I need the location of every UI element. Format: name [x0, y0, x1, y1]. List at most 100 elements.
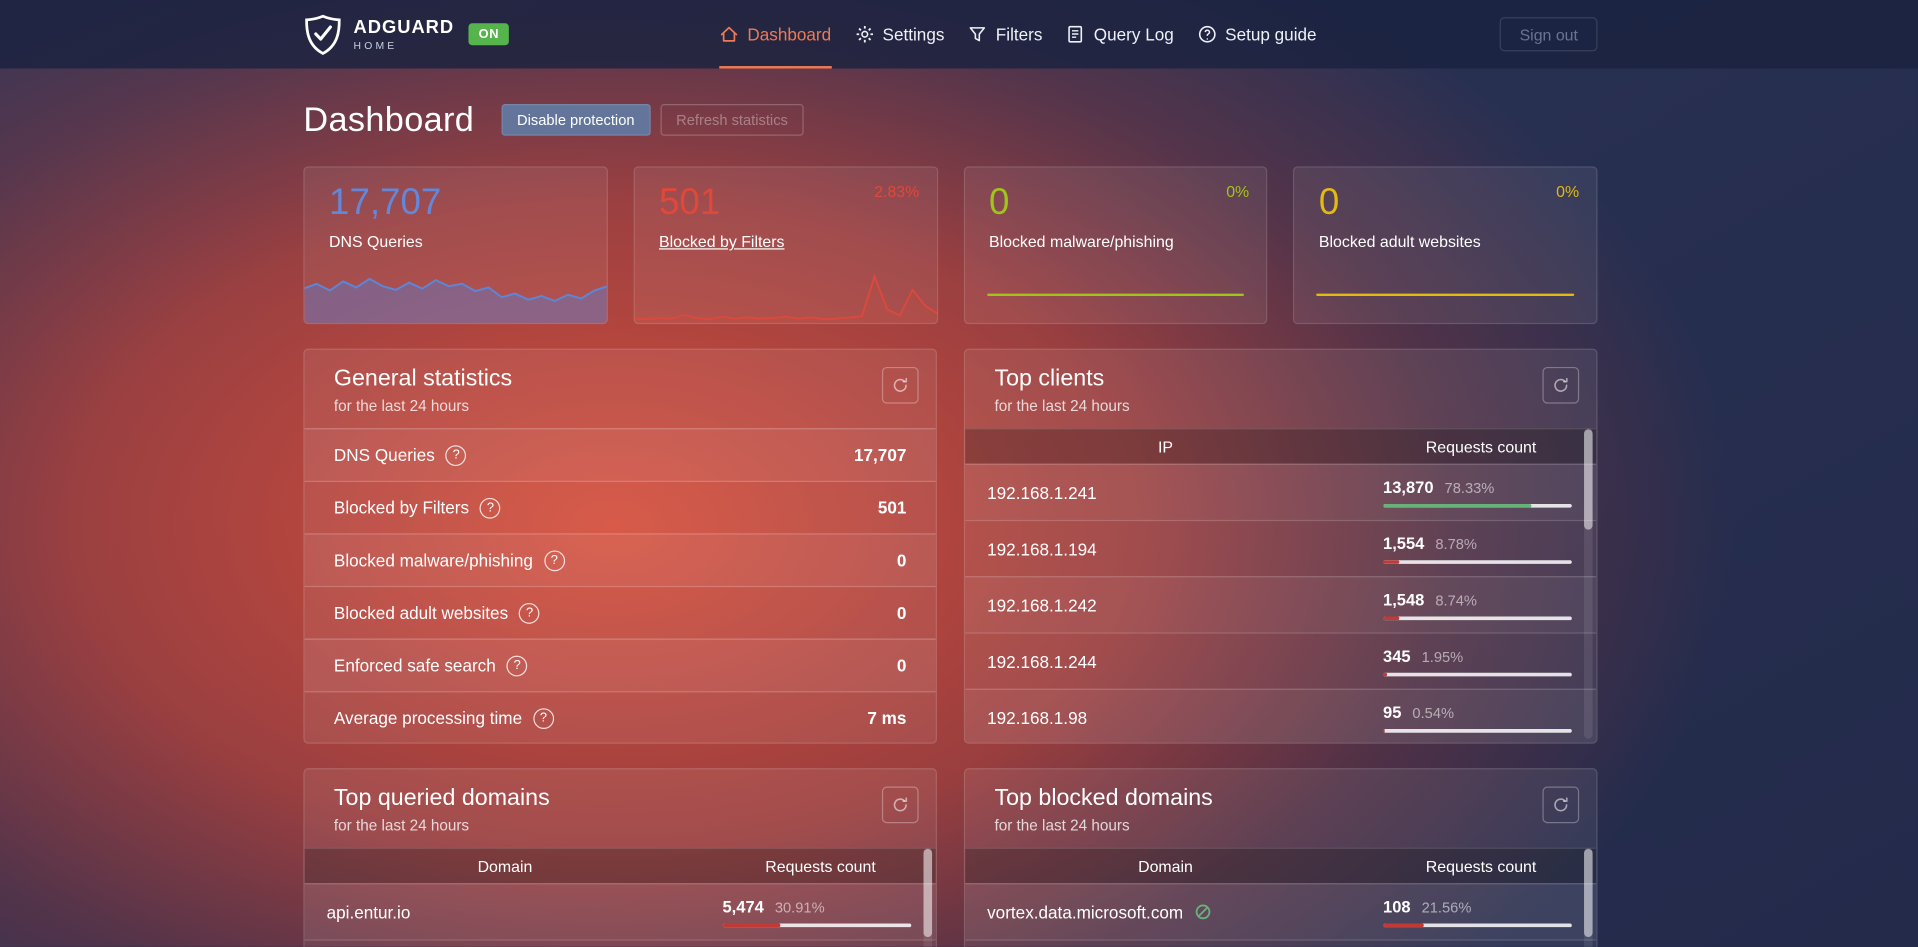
requests-percent: 30.91% — [774, 898, 825, 916]
refresh-panel-button[interactable] — [1542, 366, 1580, 404]
general-statistics-panel: General statistics for the last 24 hours… — [303, 348, 937, 744]
table-row: 192.168.1.242 1,548 8.74% — [965, 576, 1597, 633]
stat-value: 501 — [658, 182, 721, 223]
stat-row-label: Average processing time — [333, 708, 523, 728]
stat-cards-row: 17,707 DNS Queries 501 Blocked by Filters 2.… — [303, 166, 1598, 325]
sync-icon — [893, 797, 908, 812]
client-ip[interactable]: 192.168.1.244 — [987, 651, 1097, 671]
nav-item-dashboard[interactable]: Dashboard — [719, 0, 832, 69]
help-icon[interactable]: ? — [543, 549, 565, 571]
nav-item-filters[interactable]: Filters — [968, 0, 1042, 68]
nav-item-settings[interactable]: Settings — [854, 0, 944, 68]
table-scrollbar[interactable] — [1584, 847, 1593, 947]
table-row: 192.168.1.241 13,870 78.33% — [965, 463, 1597, 520]
refresh-panel-button[interactable] — [881, 786, 919, 824]
refresh-statistics-button[interactable]: Refresh statistics — [660, 103, 804, 136]
sync-icon — [1554, 797, 1568, 812]
table-scrollbar[interactable] — [923, 847, 933, 947]
requests-bar — [1383, 559, 1572, 564]
domain-name[interactable]: api.entur.io — [326, 902, 411, 922]
top-queried-domains-table: api.entur.io 5,474 30.91% — [304, 883, 936, 947]
help-icon[interactable]: ? — [480, 497, 501, 519]
brand-logo[interactable]: ADGUARD HOME ON — [303, 0, 509, 68]
protection-on-badge: ON — [468, 23, 509, 46]
column-header: Requests count — [1425, 856, 1537, 876]
dashboard-content: Dashboard Disable protection Refresh sta… — [303, 100, 1598, 947]
requests-percent: 21.56% — [1421, 898, 1472, 916]
column-header: Requests count — [1425, 437, 1537, 456]
requests-count: 5,474 — [722, 897, 764, 916]
requests-count: 13,870 — [1383, 477, 1434, 497]
requests-percent: 1.95% — [1421, 647, 1464, 665]
top-blocked-domains-panel: Top blocked domains for the last 24 hour… — [963, 768, 1598, 947]
requests-bar — [1383, 615, 1572, 620]
sync-icon — [893, 377, 908, 392]
domain-name[interactable]: vortex.data.microsoft.com — [987, 902, 1184, 922]
refresh-panel-button[interactable] — [881, 366, 919, 404]
table-row — [304, 939, 936, 946]
column-header: Domain — [477, 856, 533, 876]
stat-row-average-processing-time: Average processing time? 7 ms — [304, 691, 936, 742]
requests-percent: 78.33% — [1444, 478, 1495, 497]
panels-row-middle: General statistics for the last 24 hours… — [303, 348, 1598, 744]
client-ip[interactable]: 192.168.1.241 — [987, 482, 1097, 503]
adguard-shield-icon — [303, 13, 342, 56]
scrollbar-thumb[interactable] — [1584, 848, 1593, 937]
table-row: 192.168.1.194 1,554 8.78% — [965, 519, 1597, 576]
sign-out-button[interactable]: Sign out — [1500, 17, 1598, 52]
panel-title: Top queried domains — [333, 785, 550, 811]
blocked-adult-websites-line — [1316, 293, 1575, 297]
sync-icon — [1554, 377, 1568, 392]
top-queried-domains-panel: Top queried domains for the last 24 hour… — [303, 768, 937, 947]
funnel-icon — [968, 24, 988, 44]
nav-item-setup-guide[interactable]: Setup guide — [1197, 0, 1317, 68]
disable-protection-button[interactable]: Disable protection — [501, 103, 651, 136]
client-ip[interactable]: 192.168.1.98 — [987, 707, 1088, 728]
brand-sub: HOME — [353, 38, 398, 51]
help-icon[interactable]: ? — [506, 655, 528, 676]
gear-icon — [854, 24, 874, 44]
stat-row-label: Blocked malware/phishing — [333, 550, 533, 571]
table-scrollbar[interactable] — [1584, 428, 1593, 739]
requests-count: 108 — [1383, 897, 1411, 916]
main-nav: Dashboard Settings Filters Query Log Setup g… — [719, 0, 1317, 69]
table-header: Domain Requests count — [304, 847, 936, 884]
stat-row-blocked-adult-websites: Blocked adult websites? 0 — [304, 585, 936, 639]
column-header: Requests count — [765, 856, 876, 876]
panel-title: Top clients — [994, 365, 1105, 392]
blocked-by-filters-sparkline — [634, 273, 937, 323]
top-blocked-domains-table: vortex.data.microsoft.com 108 21.56% — [965, 883, 1597, 947]
stat-row-blocked-by-filters: Blocked by Filters? 501 — [304, 480, 936, 534]
requests-percent: 8.74% — [1435, 591, 1477, 609]
stat-value: 0 — [988, 182, 1010, 223]
requests-count: 95 — [1383, 702, 1402, 722]
panel-subtitle: for the last 24 hours — [333, 817, 470, 835]
table-row — [965, 939, 1597, 946]
table-row: 192.168.1.244 345 1.95% — [965, 632, 1597, 688]
dns-queries-card: 17,707 DNS Queries — [303, 166, 608, 325]
help-icon[interactable]: ? — [445, 444, 467, 466]
stat-row-label: DNS Queries — [333, 445, 435, 465]
panel-subtitle: for the last 24 hours — [994, 397, 1130, 415]
help-icon[interactable]: ? — [519, 602, 540, 624]
stat-row-value: 501 — [877, 497, 907, 518]
stat-label[interactable]: Blocked by Filters — [658, 232, 785, 251]
help-icon[interactable]: ? — [533, 707, 554, 729]
table-header: Domain Requests count — [965, 847, 1597, 884]
document-icon — [1066, 24, 1086, 44]
scrollbar-thumb[interactable] — [1584, 429, 1593, 530]
table-header: IP Requests count — [965, 428, 1597, 464]
client-ip[interactable]: 192.168.1.194 — [987, 538, 1097, 559]
scrollbar-thumb[interactable] — [923, 848, 933, 937]
refresh-panel-button[interactable] — [1542, 786, 1580, 824]
stat-row-label: Blocked by Filters — [333, 497, 470, 518]
top-clients-panel: Top clients for the last 24 hours IP Requ… — [963, 348, 1598, 744]
client-ip[interactable]: 192.168.1.242 — [987, 595, 1097, 615]
requests-bar — [1383, 503, 1572, 508]
column-header: Domain — [1138, 856, 1193, 876]
requests-count: 1,554 — [1383, 533, 1425, 553]
nav-item-query-log[interactable]: Query Log — [1066, 0, 1174, 68]
requests-percent: 8.78% — [1435, 535, 1477, 553]
general-statistics-table: DNS Queries? 17,707 Blocked by Filters? 501… — [304, 428, 936, 742]
